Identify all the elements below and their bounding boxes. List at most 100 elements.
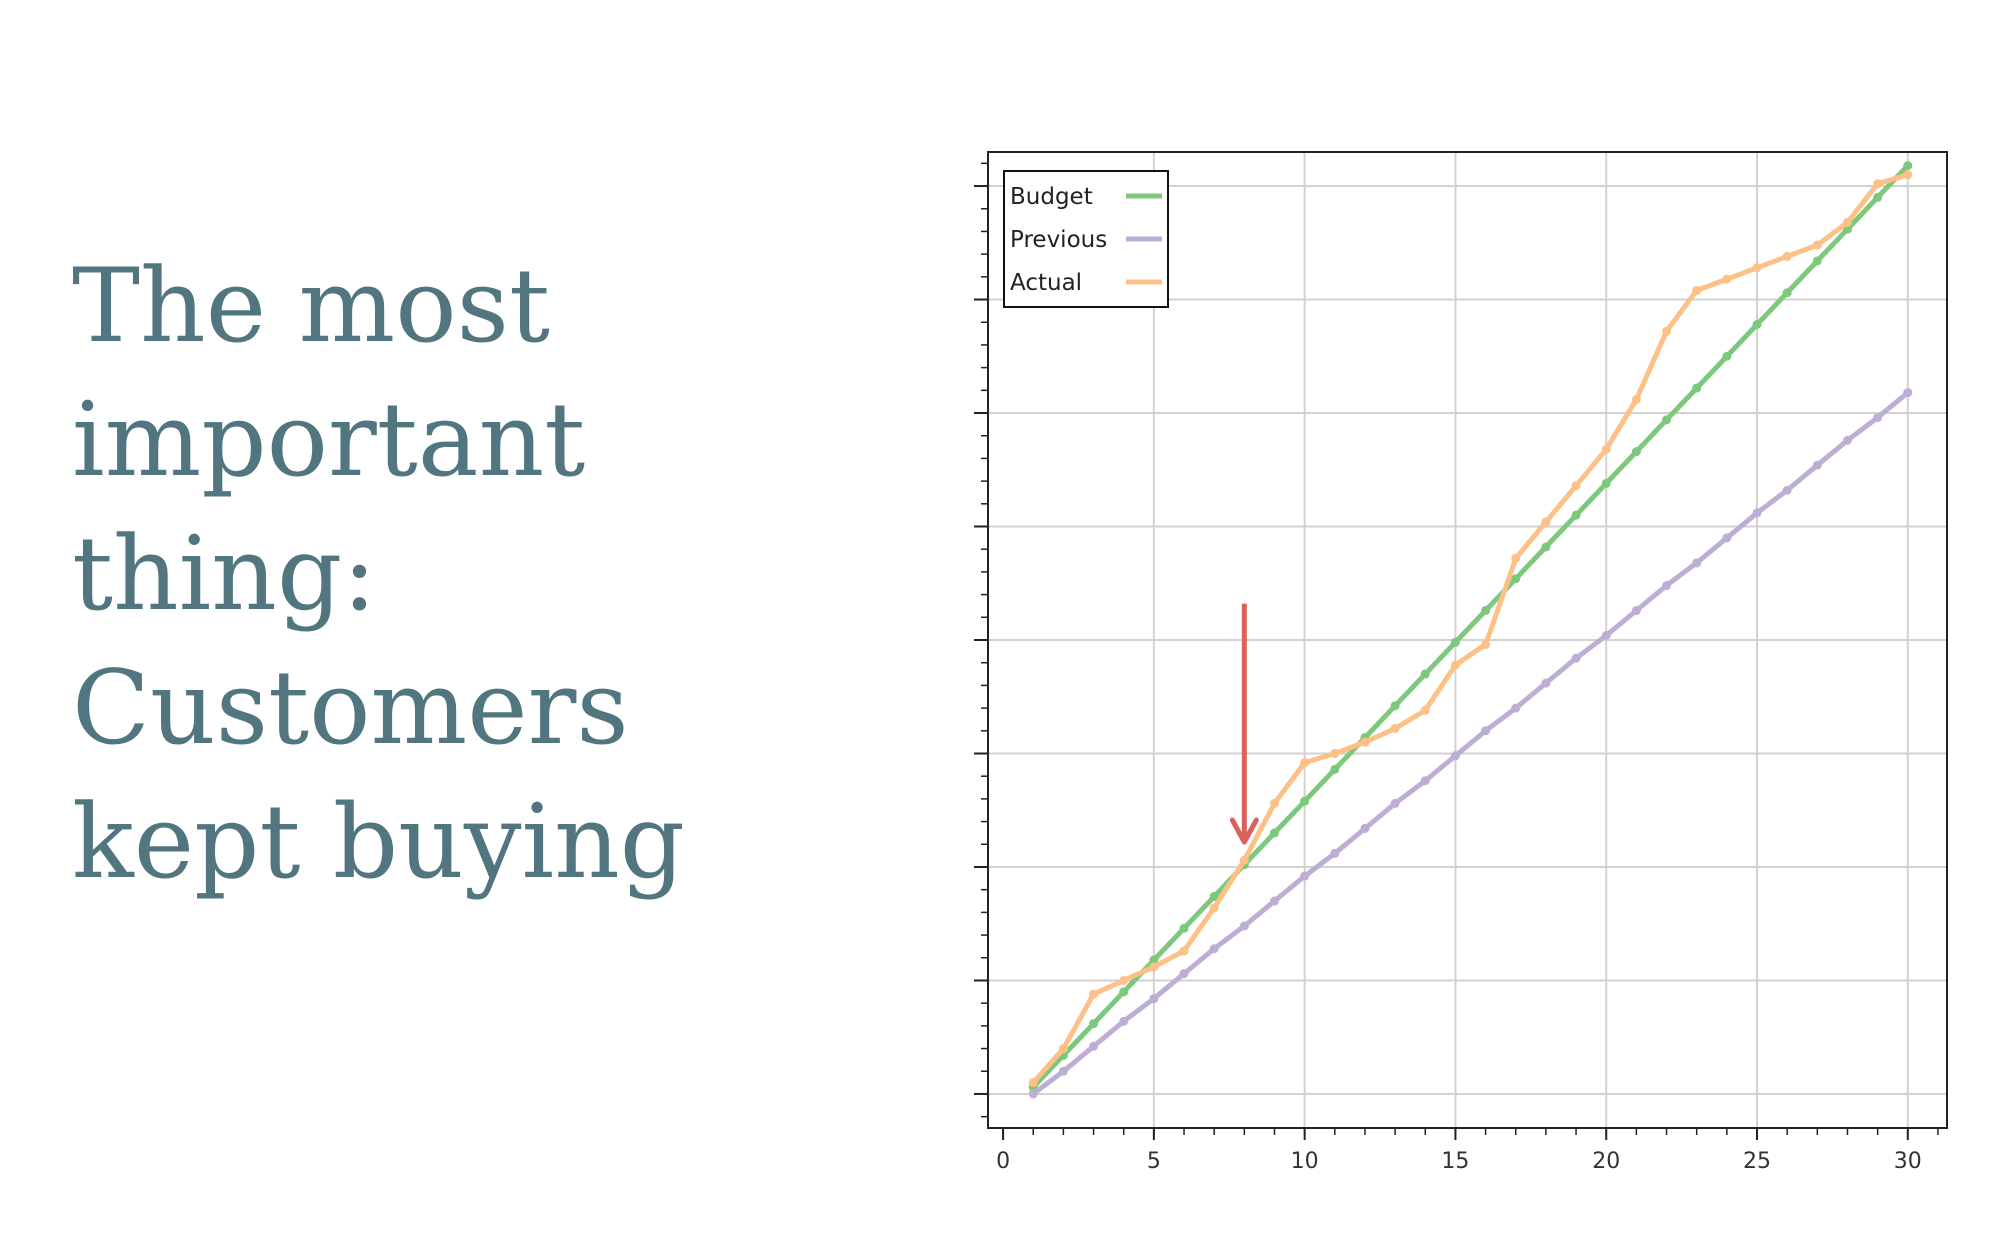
data-point — [1782, 288, 1792, 298]
x-tick-label: 20 — [1592, 1149, 1620, 1174]
y-axis-ticks — [974, 162, 988, 1118]
data-point — [1239, 921, 1249, 931]
data-point — [1601, 478, 1611, 488]
data-point — [1179, 969, 1189, 979]
legend-label: Actual — [1010, 270, 1082, 296]
line-chart: 0 5 10 15 20 25 30 Budget Previous Actual — [974, 151, 1948, 1174]
data-point — [1119, 975, 1129, 985]
data-point — [1450, 751, 1460, 761]
data-point — [1390, 701, 1400, 711]
data-point — [1752, 263, 1762, 273]
x-tick-label: 10 — [1291, 1149, 1319, 1174]
data-point — [1782, 251, 1792, 261]
grid-lines — [988, 152, 1947, 1128]
data-point — [1571, 510, 1581, 520]
data-point — [1812, 460, 1822, 470]
data-point — [1812, 240, 1822, 250]
x-tick-label: 0 — [996, 1149, 1010, 1174]
series-line — [1030, 163, 1911, 1090]
data-point — [1058, 1066, 1068, 1076]
arrowhead — [1229, 817, 1259, 845]
headline-line: kept buying — [72, 783, 686, 902]
data-point — [1541, 542, 1551, 552]
data-point — [1450, 637, 1460, 647]
data-point — [1330, 764, 1340, 774]
data-point — [1330, 748, 1340, 758]
data-point — [1058, 1044, 1068, 1054]
data-point — [1692, 383, 1702, 393]
data-point — [1360, 823, 1370, 833]
data-point — [1541, 517, 1551, 527]
legend: Budget Previous Actual — [1003, 170, 1169, 308]
data-point — [1631, 447, 1641, 457]
data-point — [1662, 581, 1672, 591]
data-point — [1149, 994, 1159, 1004]
series-line — [1030, 172, 1911, 1086]
data-point — [1149, 955, 1159, 965]
data-point — [1209, 891, 1219, 901]
data-point — [1300, 871, 1310, 881]
x-tick-label: 15 — [1441, 1149, 1469, 1174]
data-point — [1752, 320, 1762, 330]
data-point — [1662, 415, 1672, 425]
series-actual — [1028, 170, 1913, 1088]
data-point — [1752, 508, 1762, 518]
data-point — [1631, 394, 1641, 404]
x-tick-label: 30 — [1894, 1149, 1922, 1174]
data-point — [1179, 923, 1189, 933]
data-point — [1420, 669, 1430, 679]
data-point — [1601, 444, 1611, 454]
data-point — [1511, 574, 1521, 584]
data-point — [1209, 944, 1219, 954]
data-point — [1390, 798, 1400, 808]
data-point — [1842, 217, 1852, 227]
data-point — [1541, 678, 1551, 688]
data-point — [1269, 798, 1279, 808]
data-point — [1722, 533, 1732, 543]
data-point — [1179, 946, 1189, 956]
x-axis-ticks: 0 5 10 15 20 25 30 — [996, 1128, 1939, 1174]
data-point — [1782, 485, 1792, 495]
data-point — [1149, 962, 1159, 972]
series-line — [1030, 390, 1911, 1097]
data-point — [1420, 705, 1430, 715]
data-point — [1450, 660, 1460, 670]
legend-label: Previous — [1010, 227, 1107, 253]
data-point — [1420, 776, 1430, 786]
data-point — [1903, 161, 1913, 171]
data-point — [1692, 558, 1702, 568]
data-point — [1511, 553, 1521, 563]
data-point — [1269, 896, 1279, 906]
data-point — [1390, 724, 1400, 734]
data-point — [1601, 630, 1611, 640]
data-point — [1903, 388, 1913, 398]
data-point — [1662, 326, 1672, 336]
annotation-arrow — [1229, 603, 1259, 845]
slide-headline: The most important thing: Customers kept… — [72, 240, 792, 910]
x-tick-label: 5 — [1147, 1149, 1161, 1174]
data-point — [1089, 1041, 1099, 1051]
data-point — [1511, 703, 1521, 713]
data-point — [1269, 828, 1279, 838]
x-tick-label: 25 — [1743, 1149, 1771, 1174]
data-point — [1722, 274, 1732, 284]
data-point — [1481, 726, 1491, 736]
data-point — [1722, 351, 1732, 361]
data-point — [1119, 1016, 1129, 1026]
series-previous — [1028, 388, 1913, 1099]
data-point — [1360, 737, 1370, 747]
data-point — [1873, 413, 1883, 423]
data-point — [1119, 987, 1129, 997]
data-point — [1330, 848, 1340, 858]
data-point — [1873, 192, 1883, 202]
data-point — [1692, 285, 1702, 295]
headline-line: Customers — [72, 649, 629, 768]
data-point — [1089, 1019, 1099, 1029]
data-point — [1300, 758, 1310, 768]
headline-line: The most — [72, 247, 550, 366]
data-point — [1631, 605, 1641, 615]
data-point — [1028, 1089, 1038, 1099]
data-point — [1571, 481, 1581, 491]
data-point — [1873, 179, 1883, 189]
